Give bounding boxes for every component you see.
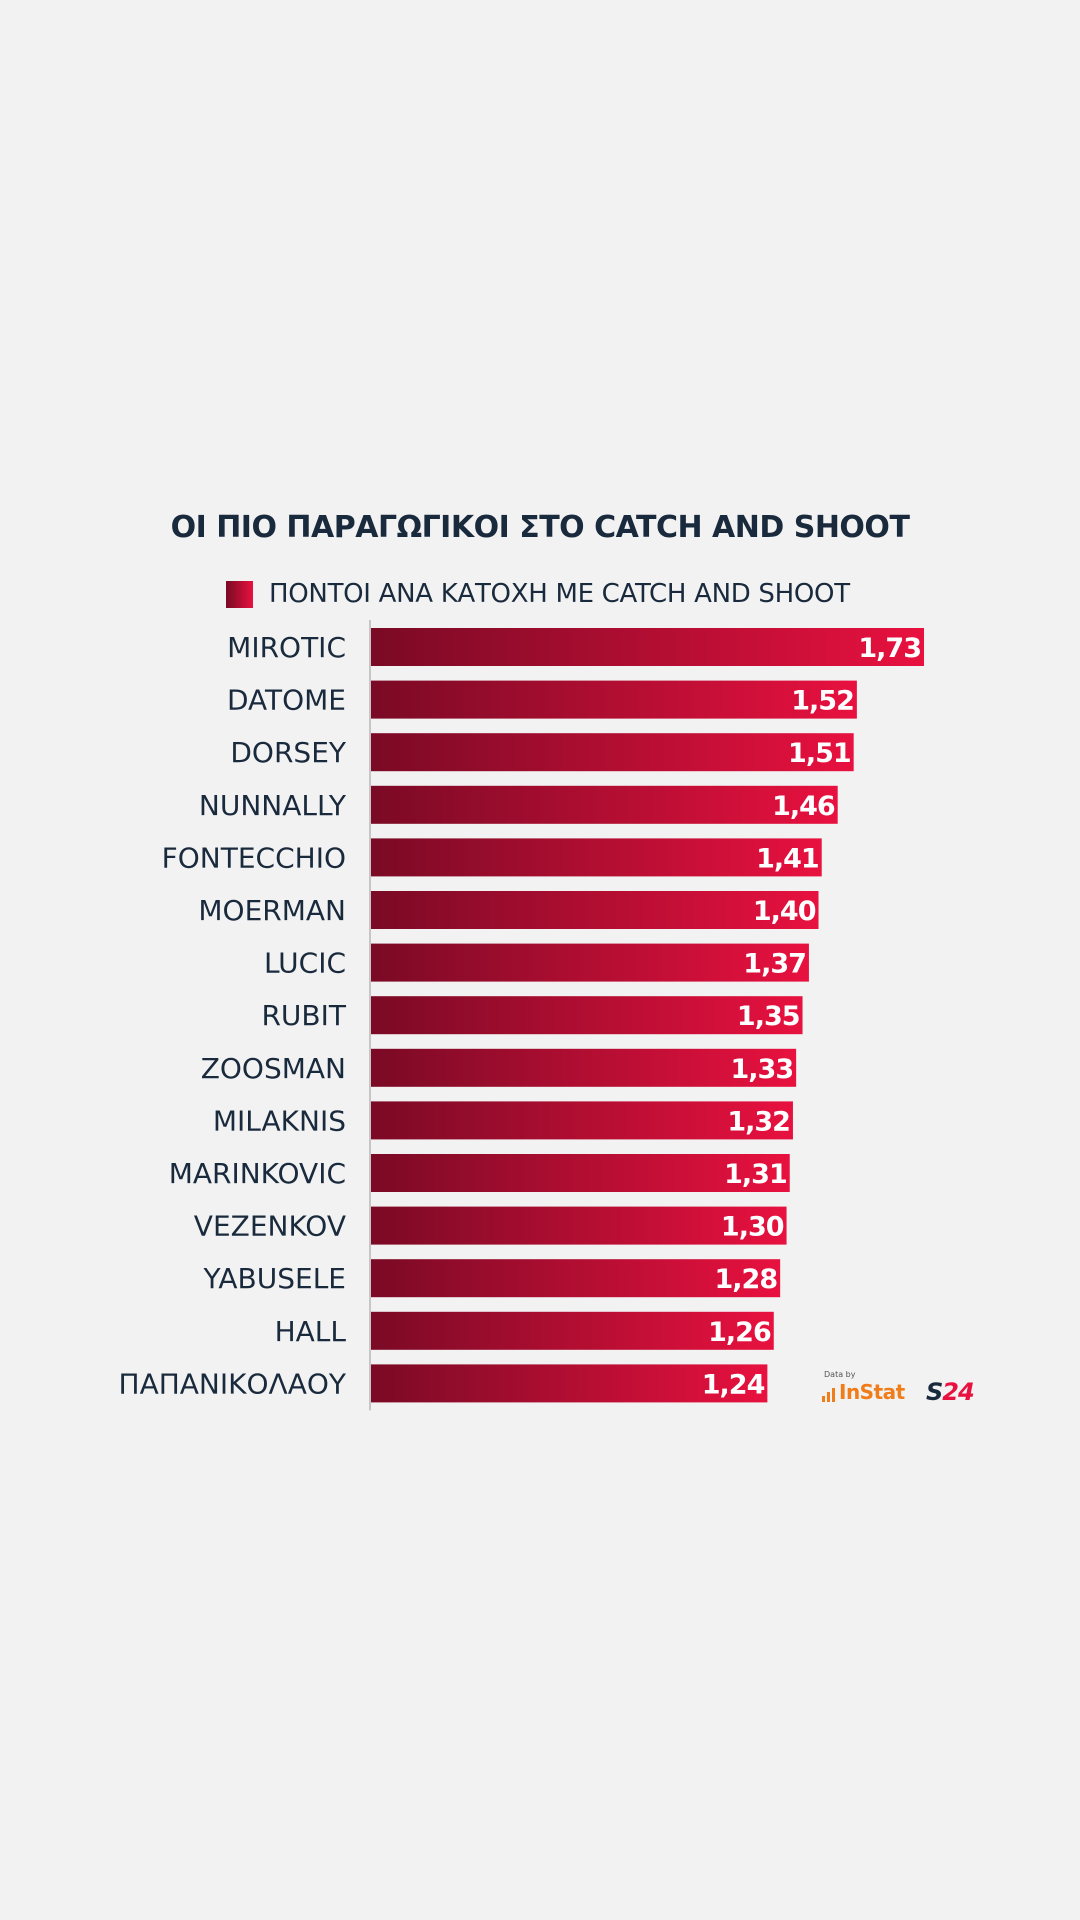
data-by-label: Data by bbox=[824, 1370, 856, 1379]
value-label: 1,35 bbox=[737, 1001, 800, 1032]
value-label: 1,31 bbox=[724, 1159, 787, 1190]
bar bbox=[371, 628, 924, 666]
data-source-logo: Data by InStat S24 bbox=[822, 1370, 987, 1410]
bar bbox=[371, 680, 857, 719]
s24-logo: S24 bbox=[926, 1378, 975, 1406]
bar bbox=[371, 1364, 768, 1403]
category-label: MIROTIC bbox=[227, 631, 346, 664]
value-label: 1,24 bbox=[702, 1369, 765, 1400]
value-label: 1,37 bbox=[743, 949, 806, 980]
value-label: 1,41 bbox=[756, 843, 819, 874]
instat-logo: InStat bbox=[822, 1382, 905, 1402]
bar bbox=[371, 996, 803, 1035]
bar bbox=[371, 785, 838, 824]
value-label: 1,33 bbox=[731, 1054, 794, 1085]
bar bbox=[371, 1206, 787, 1245]
value-label: 1,40 bbox=[753, 896, 816, 927]
category-label: MOERMAN bbox=[198, 894, 346, 927]
instat-bars-icon bbox=[822, 1386, 837, 1402]
bar bbox=[371, 838, 822, 877]
category-label: MILAKNIS bbox=[213, 1104, 346, 1137]
value-label: 1,52 bbox=[791, 686, 854, 717]
value-label: 1,30 bbox=[721, 1212, 784, 1243]
bar bbox=[371, 1311, 774, 1350]
value-label: 1,73 bbox=[858, 633, 921, 664]
category-label: NUNNALLY bbox=[199, 789, 347, 822]
bar bbox=[371, 1048, 797, 1087]
category-label: LUCIC bbox=[264, 947, 346, 980]
value-label: 1,51 bbox=[788, 738, 851, 769]
category-label: HALL bbox=[275, 1315, 347, 1348]
bar bbox=[371, 1154, 790, 1192]
category-label: ΠΑΠΑΝΙΚΟΛΑΟΥ bbox=[119, 1367, 347, 1400]
s24-logo-s: S bbox=[926, 1378, 943, 1406]
category-label: YABUSELE bbox=[202, 1262, 346, 1295]
chart-legend: ΠΟΝΤΟΙ ΑΝΑ ΚΑΤΟΧΗ ΜΕ CATCH AND SHOOT bbox=[226, 576, 850, 612]
bar bbox=[371, 891, 819, 929]
value-label: 1,26 bbox=[708, 1317, 771, 1348]
instat-logo-text: InStat bbox=[839, 1380, 905, 1404]
bar bbox=[371, 1101, 793, 1140]
value-label: 1,46 bbox=[772, 791, 835, 822]
legend-label: ΠΟΝΤΟΙ ΑΝΑ ΚΑΤΟΧΗ ΜΕ CATCH AND SHOOT bbox=[269, 579, 850, 609]
category-label: DATOME bbox=[227, 684, 346, 717]
chart-title: ΟΙ ΠΙΟ ΠΑΡΑΓΩΓΙΚΟΙ ΣΤΟ CATCH AND SHOOT bbox=[170, 510, 910, 545]
bar bbox=[371, 943, 809, 982]
category-label: MARINKOVIC bbox=[169, 1157, 346, 1190]
category-label: ZOOSMAN bbox=[201, 1052, 346, 1085]
category-label: DORSEY bbox=[230, 736, 347, 769]
category-label: RUBIT bbox=[261, 999, 346, 1032]
legend-swatch bbox=[226, 580, 253, 608]
bar bbox=[371, 733, 854, 772]
bar bbox=[371, 1259, 781, 1298]
value-label: 1,28 bbox=[715, 1264, 778, 1295]
category-label: VEZENKOV bbox=[194, 1210, 346, 1243]
category-label: FONTECCHIO bbox=[162, 841, 346, 874]
s24-logo-number: 24 bbox=[942, 1378, 974, 1406]
value-label: 1,32 bbox=[727, 1106, 790, 1137]
